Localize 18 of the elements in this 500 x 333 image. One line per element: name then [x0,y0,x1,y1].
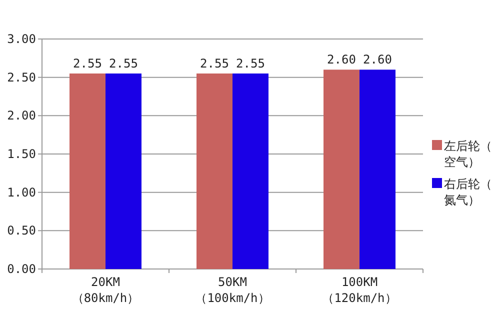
data-label: 2.60 [363,52,392,67]
data-label: 2.55 [73,56,102,70]
data-label: 2.55 [109,56,138,70]
legend-label: 右后轮（氮气） [444,177,492,207]
y-tick-label: 2.50 [7,70,36,84]
y-tick-label: 0.50 [7,224,36,238]
x-tick-label: 50KM （100km/h） [195,275,270,305]
y-tick-label: 0.00 [7,262,36,276]
y-tick-label: 1.00 [7,185,36,200]
data-label: 2.55 [236,56,265,70]
y-tick-label: 2.00 [7,108,36,123]
data-label: 2.60 [327,52,356,67]
x-tick-label: 20KM （80km/h） [72,275,140,305]
x-tick-label: 100KM （120km/h） [322,275,397,305]
y-tick-label: 3.00 [7,32,36,46]
legend-label: 左后轮（空气） [444,139,492,169]
y-tick-label: 1.50 [7,147,36,161]
data-label: 2.55 [200,56,229,70]
